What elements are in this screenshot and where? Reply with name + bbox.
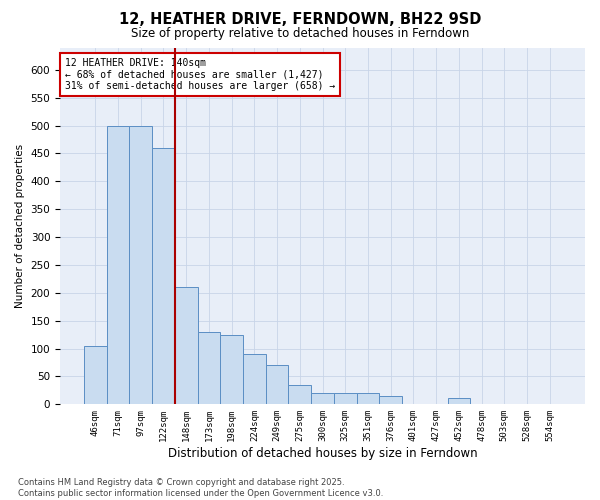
Text: 12, HEATHER DRIVE, FERNDOWN, BH22 9SD: 12, HEATHER DRIVE, FERNDOWN, BH22 9SD	[119, 12, 481, 28]
Bar	[130, 126, 152, 404]
Bar	[152, 148, 175, 405]
Bar	[289, 385, 311, 404]
Text: 12 HEATHER DRIVE: 140sqm
← 68% of detached houses are smaller (1,427)
31% of sem: 12 HEATHER DRIVE: 140sqm ← 68% of detach…	[65, 58, 335, 92]
Text: Size of property relative to detached houses in Ferndown: Size of property relative to detached ho…	[131, 28, 469, 40]
X-axis label: Distribution of detached houses by size in Ferndown: Distribution of detached houses by size …	[168, 447, 478, 460]
Bar	[379, 396, 402, 404]
Bar	[175, 287, 197, 405]
Bar	[266, 366, 289, 405]
Bar	[334, 393, 356, 404]
Bar	[448, 398, 470, 404]
Text: Contains HM Land Registry data © Crown copyright and database right 2025.
Contai: Contains HM Land Registry data © Crown c…	[18, 478, 383, 498]
Bar	[220, 334, 243, 404]
Bar	[197, 332, 220, 404]
Y-axis label: Number of detached properties: Number of detached properties	[15, 144, 25, 308]
Bar	[107, 126, 130, 404]
Bar	[311, 393, 334, 404]
Bar	[84, 346, 107, 405]
Bar	[356, 393, 379, 404]
Bar	[243, 354, 266, 405]
